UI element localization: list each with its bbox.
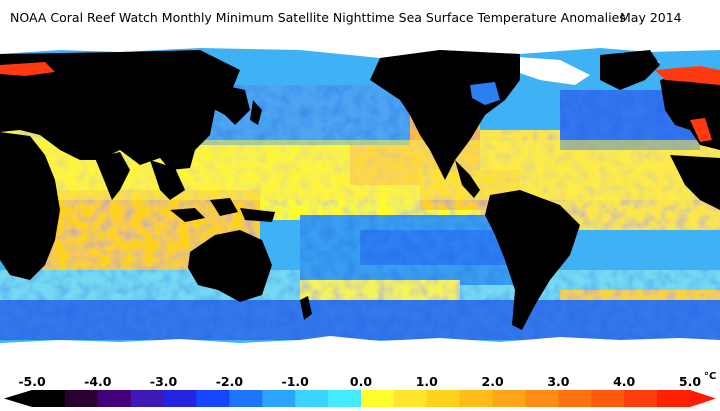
legend-tick-label: 5.0 <box>678 374 702 389</box>
color-bar-segment <box>426 390 461 407</box>
color-bar-segment <box>163 390 197 407</box>
land-masses <box>0 50 720 330</box>
color-bar-segment <box>492 390 526 407</box>
sea-ice <box>0 40 720 367</box>
color-bar-segment <box>97 390 132 407</box>
legend-tick-label: -1.0 <box>281 374 309 389</box>
color-bar-segment <box>196 390 230 407</box>
legend-tick-label: 0.0 <box>349 374 373 389</box>
legend-tick-label: 2.0 <box>481 374 504 389</box>
color-bar-segment <box>393 390 428 407</box>
color-bar-segment <box>130 390 165 407</box>
title-date: May 2014 <box>620 10 682 25</box>
color-bar-segment <box>361 390 395 407</box>
color-bar-segment <box>262 390 296 407</box>
color-bar-segment <box>525 390 559 407</box>
color-bar-segment <box>459 390 494 407</box>
anomaly-map <box>0 40 720 367</box>
color-bar-segment <box>229 390 263 407</box>
color-bar-segment <box>295 390 329 407</box>
legend-tick-label: -5.0 <box>18 374 46 389</box>
legend-unit: °C <box>704 371 717 382</box>
color-bar <box>4 390 716 407</box>
legend-tick-label: -2.0 <box>215 374 244 389</box>
legend-tick-label: -4.0 <box>84 374 112 389</box>
color-bar-segment <box>64 390 99 407</box>
legend-tick-label: -3.0 <box>149 374 178 389</box>
legend-tick-label: 3.0 <box>547 374 570 389</box>
color-bar-segment <box>328 390 362 407</box>
warm-hotspots <box>0 62 720 142</box>
legend-tick-label: 4.0 <box>613 374 636 389</box>
color-bar-segment <box>558 390 592 407</box>
color-bar-segment <box>32 390 66 407</box>
hudson-bay <box>470 82 500 105</box>
color-bar-max-arrow <box>690 390 716 407</box>
color-bar-min-arrow <box>4 390 32 407</box>
color-scale-legend: -5.0 -4.0 -3.0 -2.0 -1.0 0.0 1.0 2.0 3.0 4.0 5.0 °… <box>0 368 720 411</box>
title-text: NOAA Coral Reef Watch Monthly Minimum Sa… <box>10 10 626 25</box>
color-bar-segment <box>657 390 691 407</box>
legend-tick-label: 1.0 <box>415 374 438 389</box>
map-title: NOAA Coral Reef Watch Monthly Minimum Sa… <box>0 0 720 40</box>
color-bar-segment <box>591 390 625 407</box>
color-bar-segment <box>624 390 658 407</box>
